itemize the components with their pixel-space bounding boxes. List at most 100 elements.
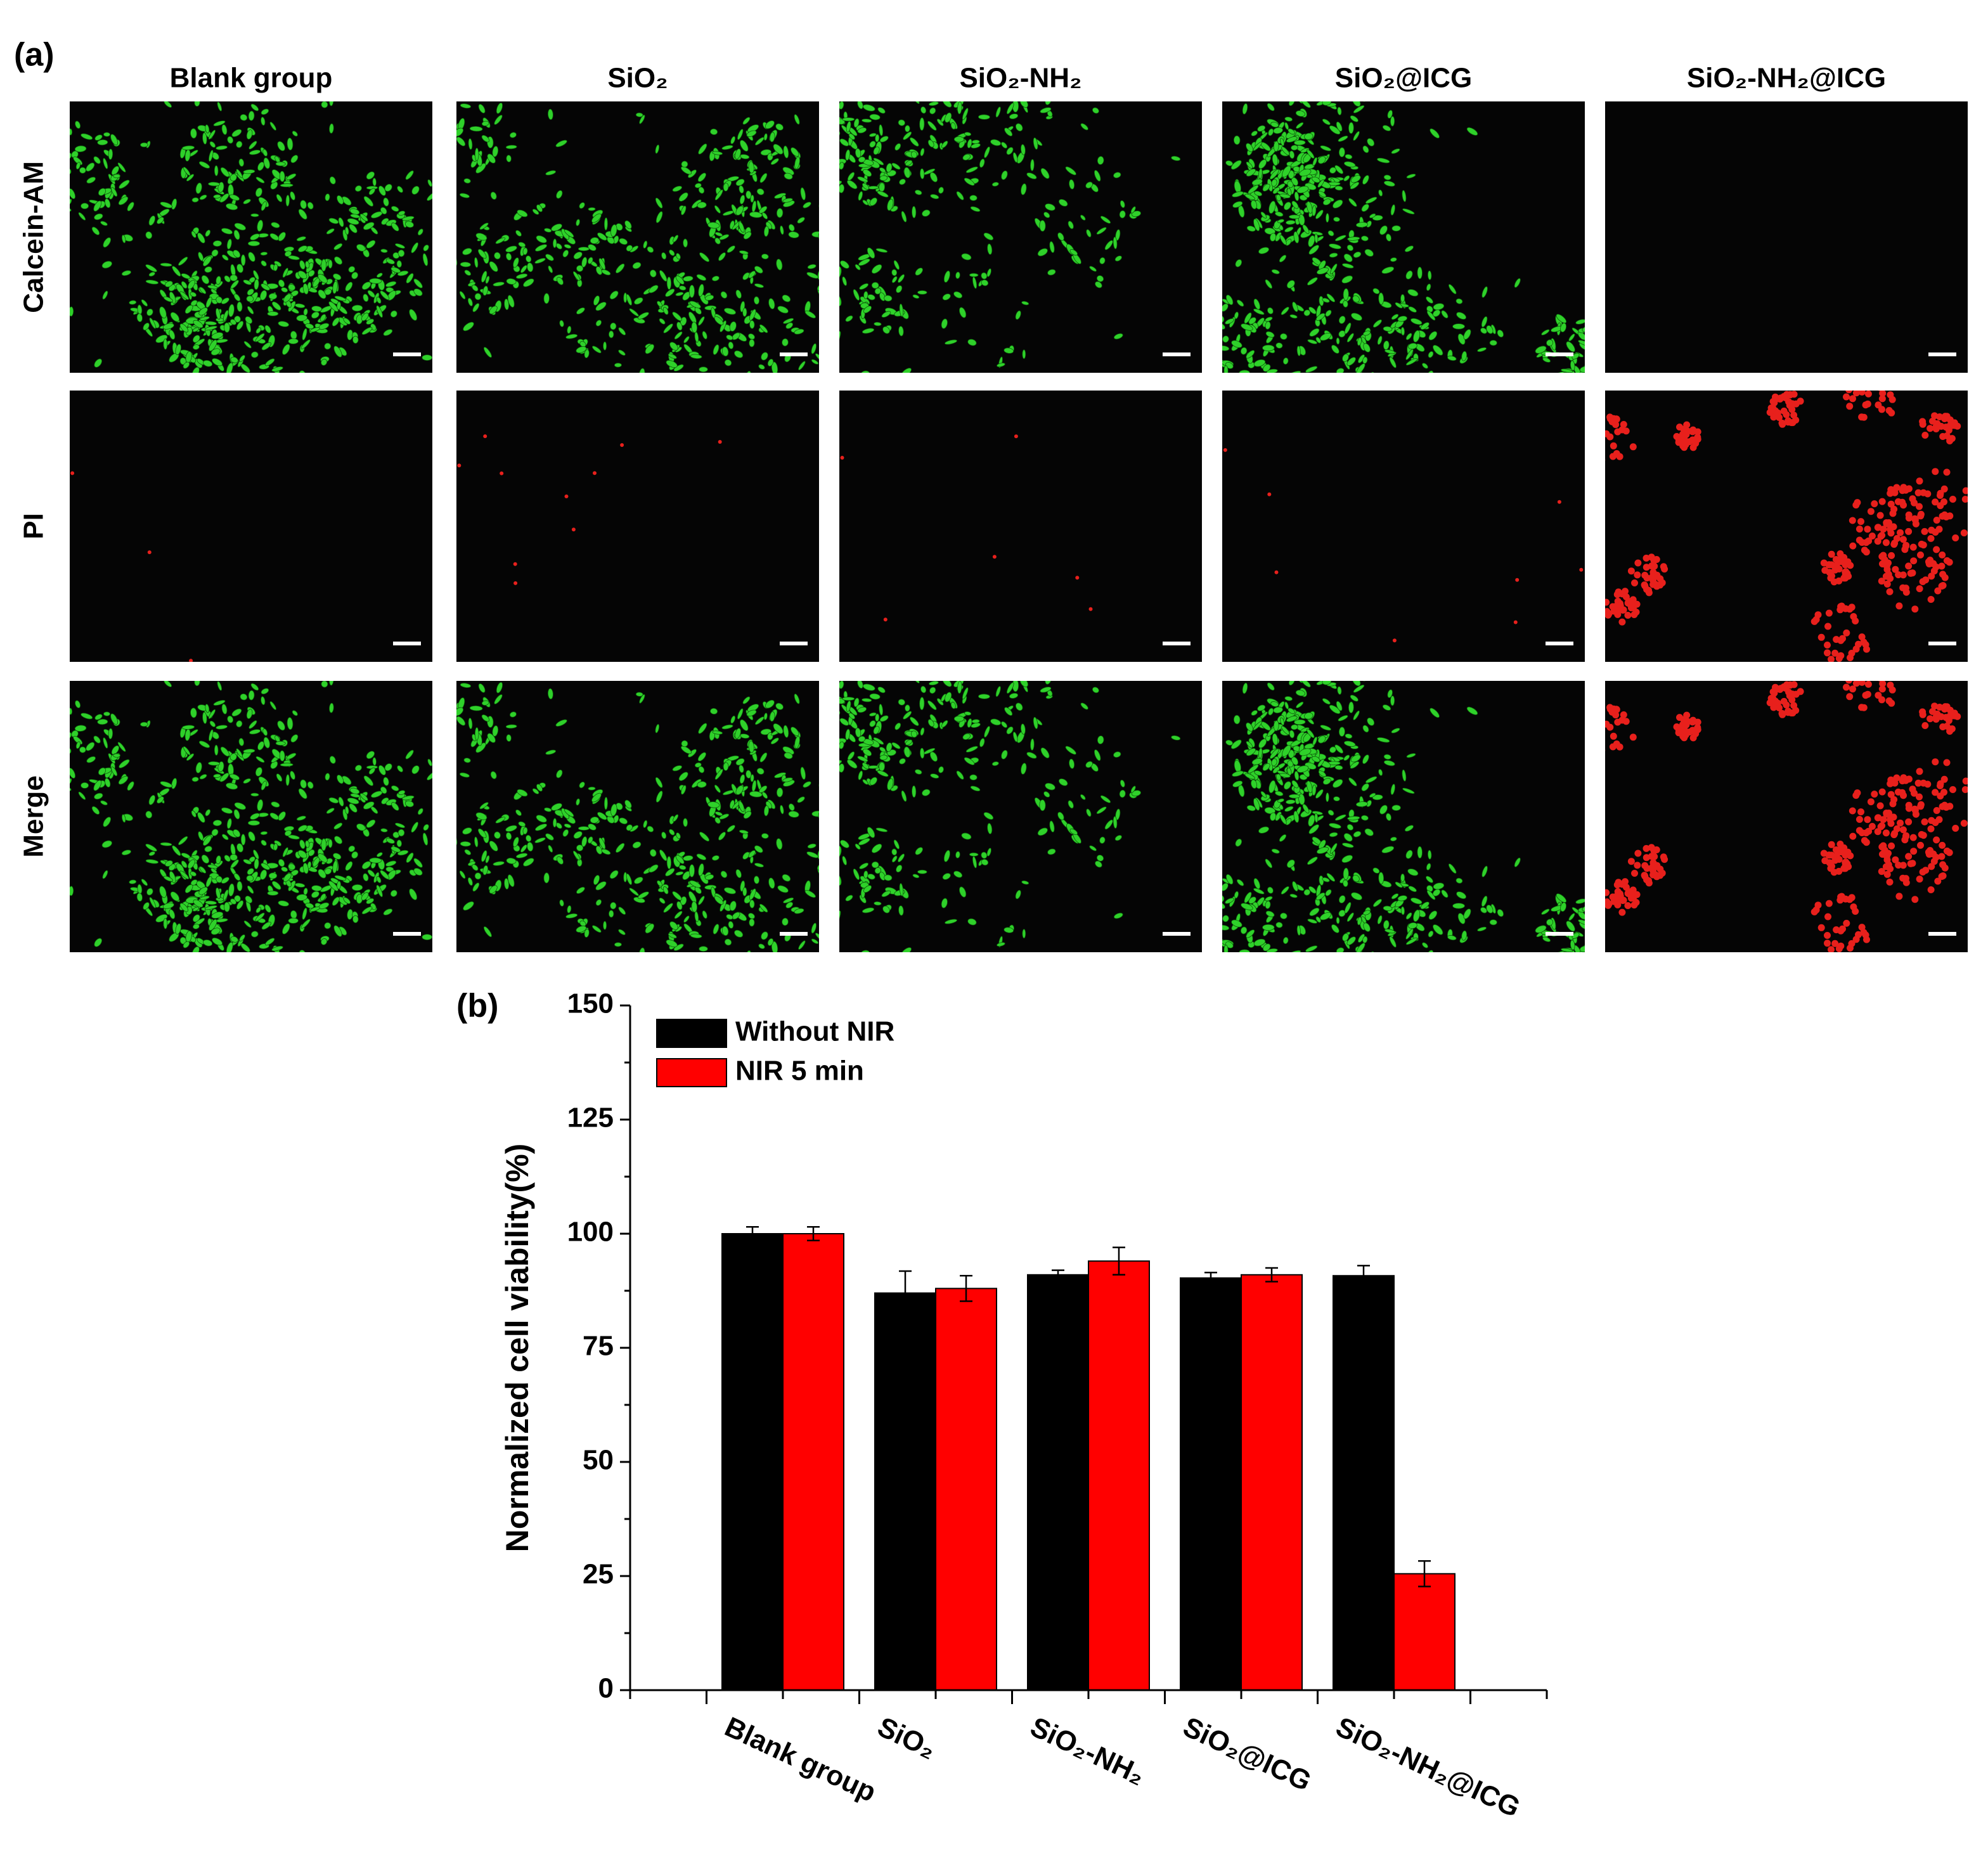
red-cell [1916,585,1923,592]
green-cell [288,339,299,344]
green-cell [1329,4,1336,11]
green-cell [764,665,772,674]
green-cell [1417,846,1423,858]
green-cell [497,70,510,79]
green-cell [746,669,751,677]
green-cell [506,734,511,742]
green-cell [1211,917,1222,925]
green-cell [436,177,444,186]
green-cell [978,115,990,120]
green-cell [832,106,841,117]
green-cell [1289,794,1300,798]
red-cell [1946,559,1953,565]
red-cell [1928,535,1935,542]
green-cell [1239,370,1250,376]
red-cell [1887,490,1894,497]
green-cell [1289,215,1300,219]
green-cell [1448,964,1454,974]
green-cell [825,113,835,119]
green-cell [0,652,8,662]
green-cell [917,971,926,981]
scale-bar [1928,642,1956,645]
red-cell [1843,394,1850,401]
column-header: SiO₂-NH₂ [959,63,1081,94]
green-cell [912,206,916,218]
green-cell [1587,921,1592,934]
green-cell [1588,337,1596,342]
green-cell [164,918,167,929]
red-cell [1610,443,1617,449]
red-cell [1275,571,1279,574]
green-cell [164,339,167,349]
green-cell [1205,340,1218,346]
red-cell [1393,638,1397,642]
red-cell [1861,546,1868,553]
red-cell [1887,588,1894,595]
green-cell [829,173,839,186]
green-cell [248,960,261,966]
green-cell [978,50,990,56]
red-cell [1877,512,1884,519]
red-cell [1864,401,1871,408]
green-cell [820,756,832,767]
green-cell [825,737,835,745]
green-cell [1392,805,1401,811]
green-cell [1210,921,1219,928]
red-cell [1859,539,1866,546]
green-cell [954,136,964,142]
green-cell [614,943,621,947]
green-cell [681,161,688,167]
red-cell [1878,553,1885,560]
green-cell [61,132,70,141]
green-cell [1339,148,1345,157]
red-cell [1933,420,1940,427]
green-cell [254,961,267,968]
green-cell [683,818,687,827]
green-cell [1257,959,1270,966]
green-cell [825,799,831,810]
green-cell [825,158,835,165]
green-cell [874,322,881,326]
green-cell [1596,346,1601,358]
green-cell [15,761,27,767]
green-cell [481,675,490,680]
green-cell [261,252,268,255]
green-cell [1080,56,1092,65]
green-cell [833,850,840,860]
red-cell [1694,434,1701,441]
green-cell [869,967,879,973]
green-cell [1360,672,1367,682]
green-cell [1206,797,1215,801]
red-cell [1859,633,1866,640]
green-cell [1435,955,1444,966]
green-cell [1279,372,1291,382]
green-cell [1364,972,1371,979]
green-cell [459,83,465,93]
green-cell [929,53,940,61]
green-cell [820,177,832,188]
green-cell [1030,159,1034,171]
green-cell [1591,924,1601,931]
green-cell [991,664,1000,672]
red-cell [1826,561,1833,568]
red-cell [1888,501,1895,508]
green-cell [1348,702,1353,713]
green-cell [1324,59,1330,67]
green-cell [1087,65,1095,75]
red-cell [1954,423,1961,430]
green-cell [60,224,67,235]
red-cell [513,581,517,585]
green-cell [450,672,462,677]
green-cell [352,336,358,344]
green-cell [837,60,849,64]
green-cell [1215,63,1222,75]
red-cell [1933,546,1940,553]
green-cell [280,763,293,767]
red-cell [572,527,576,531]
green-cell [828,275,833,283]
green-cell [742,888,747,896]
green-cell [987,661,997,673]
green-cell [905,62,913,71]
green-cell [850,967,863,978]
row-label: Calcein-AM [18,161,49,313]
